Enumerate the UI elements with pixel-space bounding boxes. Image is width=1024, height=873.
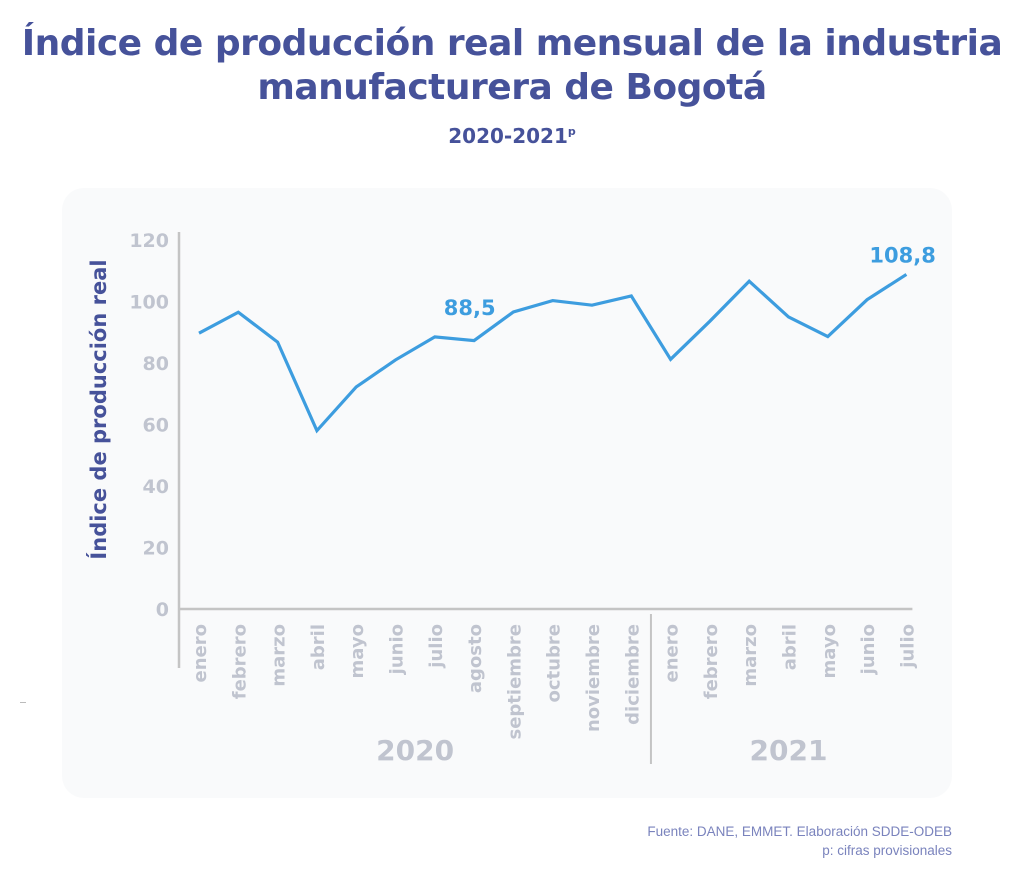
year-group-label: 2020 xyxy=(376,734,454,767)
provisional-note: p: cifras provisionales xyxy=(822,843,952,858)
chart-panel xyxy=(62,188,952,798)
stray-dash xyxy=(20,702,26,703)
y-tick-label: 60 xyxy=(143,415,169,437)
source-note: Fuente: DANE, EMMET. Elaboración SDDE-OD… xyxy=(647,824,952,839)
y-tick-label: 120 xyxy=(129,230,169,252)
x-tick-label: enero xyxy=(662,624,683,682)
x-tick-label: junio xyxy=(858,624,879,675)
series-line xyxy=(198,273,908,434)
data-label: 88,5 xyxy=(444,296,496,320)
x-tick-label: diciembre xyxy=(622,624,643,725)
x-tick-label: marzo xyxy=(269,624,290,687)
x-tick-label: abril xyxy=(780,624,801,670)
chart-title-line2: manufacturera de Bogotá xyxy=(257,67,767,108)
subtitle-provisional-mark: p xyxy=(567,125,576,138)
chart-title: Índice de producción real mensual de la … xyxy=(0,22,1024,110)
data-label: 108,8 xyxy=(869,243,935,267)
subtitle-years: 2020-2021 xyxy=(448,124,568,148)
chart-title-line1: Índice de producción real mensual de la … xyxy=(21,23,1003,64)
y-axis-title: Índice de producción real xyxy=(86,259,111,559)
footer: Fuente: DANE, EMMET. Elaboración SDDE-OD… xyxy=(647,822,952,860)
x-tick-label: agosto xyxy=(465,624,486,693)
x-tick-label: octubre xyxy=(544,624,565,702)
x-tick-label: julio xyxy=(897,624,918,669)
x-tick-label: mayo xyxy=(819,624,840,678)
y-tick-label: 0 xyxy=(156,599,169,621)
x-tick-label: septiembre xyxy=(504,624,525,740)
x-tick-label: julio xyxy=(426,624,447,669)
x-tick-label: marzo xyxy=(740,624,761,687)
y-tick-label: 20 xyxy=(143,538,169,560)
y-tick-label: 40 xyxy=(143,476,169,498)
y-tick-label: 100 xyxy=(129,292,169,314)
y-tick-label: 80 xyxy=(143,353,169,375)
x-tick-label: febrero xyxy=(701,624,722,699)
x-tick-label: enero xyxy=(190,624,211,682)
x-tick-label: junio xyxy=(387,624,408,675)
chart-subtitle: 2020-2021p xyxy=(0,124,1024,148)
x-tick-label: febrero xyxy=(229,624,250,699)
x-tick-label: abril xyxy=(308,624,329,670)
x-tick-label: mayo xyxy=(347,624,368,678)
year-group-label: 2021 xyxy=(750,734,828,767)
x-tick-label: noviembre xyxy=(583,624,604,732)
